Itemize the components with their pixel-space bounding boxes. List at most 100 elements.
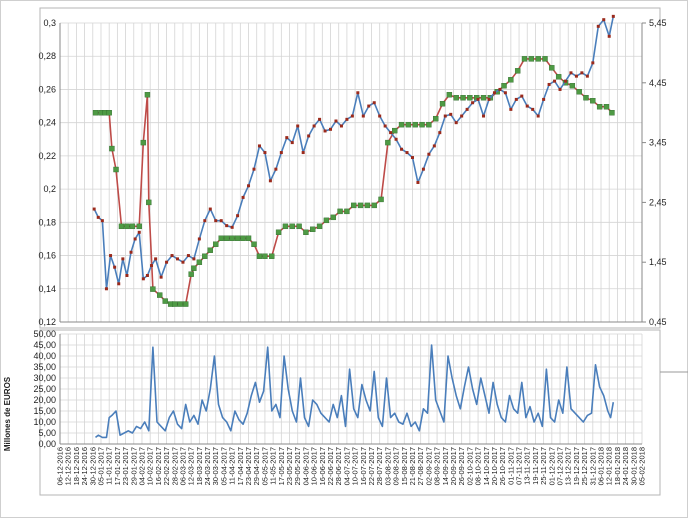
series-left-point — [405, 151, 409, 155]
bottom-y-axis-label: Millones de EUROS — [3, 376, 12, 451]
top-right-tick-label: 1,45 — [649, 257, 667, 267]
series-left-point — [574, 74, 578, 78]
series-right-point — [162, 298, 168, 304]
top-left-tick-label: 0,24 — [38, 118, 56, 128]
series-right-point — [245, 235, 252, 241]
x-tick-label: 05-01-2017 — [96, 447, 105, 485]
series-right-point — [439, 101, 446, 107]
series-left-point — [356, 91, 360, 95]
series-right-point — [514, 68, 521, 74]
x-tick-label: 11-05-2017 — [269, 447, 278, 485]
x-tick-label: 18-03-2017 — [195, 447, 204, 485]
bottom-axes: 0,005,0010,0015,0020,0025,0030,0035,0040… — [33, 329, 646, 485]
series-left-point — [454, 121, 458, 125]
series-left-point — [301, 151, 305, 155]
x-tick-label: 14-09-2017 — [441, 447, 450, 485]
x-tick-label: 10-07-2017 — [351, 447, 360, 485]
x-tick-label: 07-12-2017 — [556, 447, 565, 485]
series-left-point — [109, 254, 113, 258]
x-tick-label: 23-05-2017 — [285, 447, 294, 485]
x-tick-label: 18-01-2018 — [613, 447, 622, 485]
series-right-point — [501, 83, 507, 89]
series-left-point — [476, 97, 480, 101]
series-left-point — [290, 141, 294, 145]
series-left-point — [465, 107, 469, 111]
series-left-point — [263, 151, 267, 155]
series-left-point — [170, 254, 174, 258]
series-left-point — [602, 18, 606, 22]
series-right-point — [269, 253, 275, 259]
series-right-point — [282, 223, 289, 230]
series-right-point — [106, 109, 112, 116]
bottom-y-tick-label: 40,00 — [33, 351, 56, 361]
top-left-tick-label: 0,28 — [38, 51, 56, 61]
series-left-point — [427, 152, 431, 156]
series-right-point — [240, 235, 246, 241]
x-tick-label: 03-08-2017 — [383, 447, 392, 485]
top-left-tick-label: 0,16 — [38, 251, 56, 261]
series-right-point — [275, 229, 282, 236]
x-tick-label: 06-12-2016 — [56, 447, 65, 485]
top-left-tick-label: 0,14 — [38, 284, 56, 294]
series-right-point — [229, 235, 235, 241]
series-right-point — [234, 235, 241, 241]
series-left-point — [113, 265, 117, 269]
series-left-point — [471, 101, 475, 105]
series-left-point — [596, 24, 600, 28]
x-tick-label: 29-05-2017 — [293, 447, 302, 485]
x-tick-label: 13-11-2017 — [523, 447, 532, 485]
series-left-point — [372, 101, 376, 105]
series-left-point — [137, 230, 141, 234]
bottom-y-tick-label: 15,00 — [33, 406, 56, 416]
series-right-point — [118, 223, 125, 230]
x-tick-label: 05-05-2017 — [260, 447, 269, 485]
x-tick-label: 20-10-2017 — [490, 447, 499, 485]
series-right-point — [596, 104, 603, 110]
series-right-point — [150, 286, 156, 292]
series-left-point — [421, 167, 425, 171]
top-right-tick-label: 4,45 — [649, 78, 667, 88]
x-tick-label: 10-06-2017 — [310, 447, 319, 485]
series-left-point — [334, 119, 338, 123]
series-left-point — [145, 273, 149, 277]
series-right-point — [196, 259, 203, 265]
series-right-point — [378, 196, 384, 203]
series-right-point — [528, 56, 535, 62]
series-right-point — [92, 109, 99, 116]
series-right-point — [223, 235, 230, 241]
x-tick-label: 28-06-2017 — [334, 447, 343, 485]
x-tick-label: 25-11-2017 — [539, 447, 548, 485]
x-tick-label: 31-12-2017 — [588, 447, 597, 485]
series-right-point — [569, 83, 576, 89]
x-tick-label: 02-10-2017 — [465, 447, 474, 485]
series-left-point — [410, 156, 414, 160]
series-left-point — [607, 34, 611, 38]
x-tick-label: 23-01-2017 — [121, 447, 130, 485]
series-right-point — [140, 139, 147, 146]
x-tick-label: 21-08-2017 — [408, 447, 417, 485]
series-right-point — [419, 121, 425, 128]
series-right-point — [191, 265, 197, 271]
series-right-point — [590, 98, 596, 104]
series-left-point — [536, 114, 540, 118]
series-left-point — [509, 107, 513, 111]
series-right-point — [296, 223, 302, 230]
series-left-point — [165, 260, 169, 264]
x-tick-label: 27-08-2017 — [416, 447, 425, 485]
series-left-point — [520, 94, 524, 98]
x-tick-label: 28-02-2017 — [170, 447, 179, 485]
top-right-tick-label: 3,45 — [649, 138, 667, 148]
x-tick-label: 16-06-2017 — [318, 447, 327, 485]
series-right-point — [262, 253, 268, 259]
x-tick-label: 28-07-2017 — [375, 447, 384, 485]
series-right-point — [453, 95, 459, 101]
series-right-point — [202, 253, 208, 259]
series-left-point — [203, 219, 207, 223]
series-left-point — [219, 219, 223, 223]
series-left-point — [100, 219, 104, 223]
series-right-point — [303, 229, 309, 236]
x-tick-label: 04-06-2017 — [301, 447, 310, 485]
series-right-point — [460, 95, 466, 101]
series-right-point — [316, 223, 323, 230]
x-tick-label: 08-10-2017 — [474, 447, 483, 485]
